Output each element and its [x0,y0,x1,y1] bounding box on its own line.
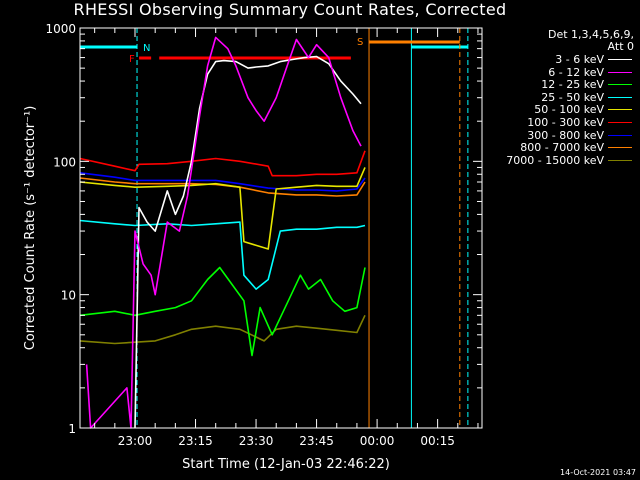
legend-swatch [608,134,632,136]
legend-label: 300 - 800 keV [527,128,604,142]
series-line [79,314,366,345]
legend-entry: 25 - 50 keV [488,90,634,104]
plot-frame [79,27,483,429]
series-line [85,36,362,429]
legend-entry: 800 - 7000 keV [488,141,634,155]
legend-entry: 12 - 25 keV [488,78,634,92]
x-axis-label: Start Time (12-Jan-03 22:46:22) [182,457,390,472]
series-line [79,219,366,290]
x-tick-label: 23:00 [118,434,153,448]
flag-label: S [357,37,363,48]
chart-title: RHESSI Observing Summary Count Rates, Co… [73,0,507,19]
legend-swatch [608,159,632,161]
plot-area [79,36,366,429]
y-tick-label: 1000 [45,22,76,36]
flag-label: N [143,43,150,54]
legend-label: 25 - 50 keV [541,90,604,104]
y-tick-label: 100 [53,155,76,169]
series-line [79,150,366,177]
legend-header-attenuator: Att 0 [607,40,634,53]
series-line [79,172,366,192]
legend-label: 800 - 7000 keV [520,141,604,155]
legend-swatch [608,147,632,149]
legend-swatch [608,71,632,73]
y-tick-label: 10 [61,289,76,303]
legend-header-detectors: Det 1,3,4,5,6,9, [547,28,634,41]
legend-entry: 3 - 6 keV [488,53,634,66]
axes: 1 10 100 1000 23:00 23:15 23:30 23:45 00:00 00:15… [23,22,483,472]
series-line [79,167,366,250]
legend-swatch [608,122,632,123]
legend-label: 7000 - 15000 keV [506,153,604,167]
legend-entry: 100 - 300 keV [488,116,634,129]
x-tick-label: 00:15 [420,434,455,448]
timestamp: 14-Oct-2021 03:47 [560,468,636,477]
legend-entry: 6 - 12 keV [488,65,634,79]
x-tick-label: 23:15 [178,434,213,448]
x-tick-label: 23:30 [239,434,274,448]
legend-label: 6 - 12 keV [548,65,604,79]
series-line [134,55,362,429]
x-tick-label: 23:45 [299,434,334,448]
instrument-flags: NF S [80,28,469,428]
legend-swatch [608,59,632,60]
legend-entry: 300 - 800 keV [488,128,634,142]
legend-label: 3 - 6 keV [555,53,604,66]
y-axis-label: Corrected Count Rate (s⁻¹ detector⁻¹) [23,106,38,351]
legend-swatch [608,96,632,98]
legend-entry: 7000 - 15000 keV [488,153,634,167]
series-line [79,266,366,357]
legend-label: 50 - 100 keV [534,103,604,117]
legend-entry: 50 - 100 keV [488,103,634,117]
legend-swatch [608,84,632,86]
legend-label: 100 - 300 keV [527,116,604,129]
legend-label: 12 - 25 keV [541,78,604,92]
legend-swatch [608,109,632,111]
flag-label: F [129,54,135,65]
y-tick-label: 1 [68,422,76,436]
x-tick-label: 00:00 [360,434,395,448]
